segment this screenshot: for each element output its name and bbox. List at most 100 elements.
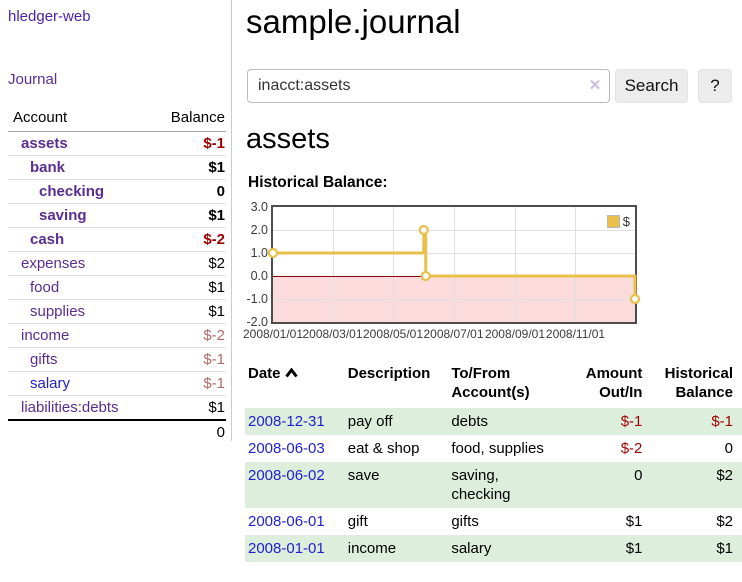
account-link[interactable]: assets (21, 135, 68, 152)
account-balance: $2 (208, 255, 225, 272)
account-row: assets $-1 (8, 132, 226, 156)
account-row: salary $-1 (8, 372, 226, 396)
register-date-link[interactable]: 2008-01-01 (248, 540, 325, 557)
register-header-row: Date Description To/From Account(s) Amou… (245, 362, 742, 408)
search-button[interactable]: Search (615, 69, 688, 103)
account-balance: 0 (216, 183, 225, 200)
register-accounts: saving, checking (451, 467, 511, 503)
register-amount: 0 (634, 467, 643, 484)
account-balance: $1 (208, 303, 225, 320)
register-date-link[interactable]: 2008-06-03 (248, 440, 325, 457)
balance-column-header: Balance (170, 109, 225, 126)
account-row: gifts $-1 (8, 348, 226, 372)
register-date-link[interactable]: 2008-06-01 (248, 513, 325, 530)
account-link[interactable]: saving (39, 207, 87, 224)
account-link[interactable]: income (21, 327, 70, 344)
balance-header: Historical Balance (664, 365, 733, 401)
register-row: 2008-06-01 gift gifts $1 $2 (245, 508, 742, 535)
account-link[interactable]: cash (30, 231, 65, 248)
legend-label: $ (622, 214, 630, 229)
y-axis-tick-label: 0.0 (250, 269, 268, 283)
register-row: 2008-06-03 eat & shop food, supplies $-2… (245, 435, 742, 462)
account-row: checking 0 (8, 180, 226, 204)
register-amount: $-2 (620, 440, 643, 457)
account-row: supplies $1 (8, 300, 226, 324)
y-axis-tick-label: 2.0 (250, 223, 268, 237)
register-balance: $2 (716, 467, 733, 484)
register-balance: $2 (716, 513, 733, 530)
register-amount: $-1 (620, 413, 643, 430)
sort-by-date-header[interactable]: Date (245, 362, 348, 408)
search-input[interactable] (247, 69, 610, 103)
account-balance: $1 (208, 279, 225, 296)
register-accounts: salary (451, 540, 492, 557)
app-title-link[interactable]: hledger-web (8, 8, 91, 25)
account-link[interactable]: checking (39, 183, 105, 200)
accounts-header: To/From Account(s) (451, 365, 530, 401)
clear-search-icon[interactable]: ✕ (588, 77, 602, 94)
account-link[interactable]: food (30, 279, 60, 296)
chart-legend: $ (606, 214, 630, 229)
account-row: saving $1 (8, 204, 226, 228)
account-balance: $-1 (203, 375, 225, 392)
y-axis-tick-label: 1.0 (250, 246, 268, 260)
data-point-marker (629, 293, 641, 305)
account-link[interactable]: bank (30, 159, 66, 176)
account-row: liabilities:debts $1 (8, 396, 226, 419)
register-amount: $1 (625, 540, 643, 557)
register-date-link[interactable]: 2008-12-31 (248, 413, 325, 430)
account-balance: $-2 (203, 231, 225, 248)
sidebar-item-journal[interactable]: Journal (8, 71, 58, 88)
register-row: 2008-12-31 pay off debts $-1 $-1 (245, 408, 742, 435)
register-accounts: gifts (451, 513, 479, 530)
account-balance: $-2 (203, 327, 225, 344)
account-link[interactable]: expenses (21, 255, 86, 272)
legend-swatch-icon (606, 215, 620, 228)
v-gridline (514, 207, 516, 322)
v-gridline (332, 207, 334, 322)
v-gridline (393, 207, 394, 322)
v-gridline (575, 207, 577, 322)
data-point-marker (267, 247, 279, 259)
amount-header: Amount Out/In (585, 365, 643, 401)
account-balance: $1 (208, 399, 225, 416)
x-axis-tick-label: 2008/01/01 (242, 327, 304, 341)
account-link[interactable]: liabilities:debts (21, 399, 119, 416)
historical-balance-chart: 3.0 2.0 1.0 0.0 -1.0 -2.0 $ 2008/01/01 2008/03… (242, 200, 645, 347)
account-row: cash $-2 (8, 228, 226, 252)
account-total-row: 0 (8, 419, 226, 444)
help-button[interactable]: ? (698, 69, 732, 103)
account-balance: $-1 (203, 351, 225, 368)
account-row: income $-2 (8, 324, 226, 348)
register-accounts: food, supplies (451, 440, 544, 457)
account-total-value: 0 (216, 424, 225, 441)
chart-heading: Historical Balance: (248, 174, 388, 191)
sort-ascending-icon (284, 367, 298, 378)
register-row: 2008-06-02 save saving, checking 0 $2 (245, 462, 742, 508)
register-description: eat & shop (347, 440, 420, 457)
account-row: food $1 (8, 276, 226, 300)
data-point-marker (418, 224, 429, 236)
x-axis-tick-label: 2008/07/01 (423, 327, 484, 341)
register-description: income (347, 540, 397, 557)
register-balance: $1 (716, 540, 733, 557)
register-date-link[interactable]: 2008-06-02 (248, 467, 325, 484)
register-balance: 0 (724, 440, 733, 457)
account-tree: Account Balance assets $-1 bank $1 check… (8, 106, 226, 444)
account-balance: $1 (208, 207, 225, 224)
x-axis-tick-label: 2008/03/01 (302, 327, 363, 341)
v-gridline (453, 207, 455, 322)
account-row: expenses $2 (8, 252, 226, 276)
register-balance: $-1 (711, 413, 733, 430)
account-link[interactable]: salary (30, 375, 71, 392)
register-accounts: debts (451, 413, 489, 430)
description-header: Description (347, 365, 431, 382)
register-amount: $1 (625, 513, 643, 530)
data-point-marker (420, 270, 431, 282)
account-link[interactable]: supplies (30, 303, 86, 320)
x-axis-tick-label: 2008/05/01 (362, 327, 424, 341)
x-axis-tick-label: 2008/09/01 (484, 327, 546, 341)
account-link[interactable]: gifts (30, 351, 58, 368)
account-balance: $-1 (203, 135, 225, 152)
